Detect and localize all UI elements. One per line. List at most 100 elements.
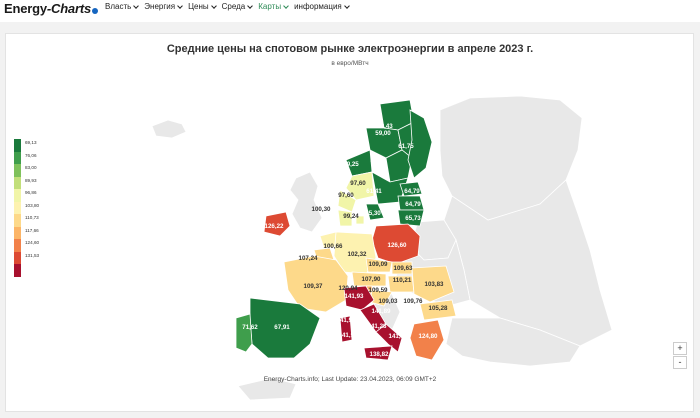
- price-label: 99,24: [343, 213, 359, 220]
- region-pt[interactable]: [235, 313, 253, 353]
- price-label: 59,00: [375, 130, 391, 137]
- legend-label: 89,93: [25, 177, 37, 183]
- nav-item-energiya[interactable]: Энергия: [141, 0, 185, 13]
- price-labels: 32,43 59,00 59,00 49,25 61,75 97,60 97,6…: [242, 123, 448, 358]
- legend-label: 96,86: [25, 190, 37, 195]
- legend-item: 103,80: [14, 201, 54, 214]
- legend-label: 76,06: [25, 152, 37, 158]
- region-lt[interactable]: [397, 209, 425, 227]
- country-morocco[interactable]: [237, 377, 297, 401]
- color-legend: 69,13 76,06 83,00 89,93 96,86 103,80 110…: [14, 139, 54, 277]
- price-label: 105,28: [429, 305, 448, 312]
- region-no1[interactable]: [345, 171, 375, 201]
- region-sk[interactable]: [391, 261, 413, 275]
- logo-dot-icon: [91, 8, 98, 14]
- zoom-out-button[interactable]: -: [673, 356, 687, 369]
- price-label: 64,79: [404, 188, 420, 195]
- price-label: 126,60: [388, 242, 407, 249]
- region-it-north[interactable]: [343, 285, 375, 311]
- region-it-sicily[interactable]: [363, 345, 393, 361]
- country-iceland[interactable]: [151, 119, 187, 139]
- nav-item-informatsiya[interactable]: информация: [291, 0, 352, 13]
- region-it-sardinia[interactable]: [339, 315, 353, 343]
- price-label: 141,93: [337, 317, 356, 324]
- price-label: 65,73: [405, 215, 421, 222]
- legend-swatch: [14, 201, 21, 214]
- price-label: 100,66: [324, 243, 343, 250]
- region-ee[interactable]: [399, 181, 423, 197]
- legend-item: 69,13: [14, 139, 54, 152]
- price-label: 109,59: [369, 287, 388, 294]
- country-turkey[interactable]: [445, 317, 581, 367]
- price-label: 109,76: [404, 298, 423, 305]
- nav-item-karty[interactable]: Карты: [255, 0, 291, 13]
- region-gr[interactable]: [409, 319, 445, 361]
- legend-swatch: [14, 164, 21, 177]
- price-label: 102,32: [348, 251, 367, 258]
- legend-swatch: [14, 214, 21, 227]
- legend-swatch: [14, 189, 21, 202]
- region-bg[interactable]: [419, 299, 457, 321]
- price-label: 97,60: [350, 180, 366, 187]
- price-label: 109,09: [369, 261, 388, 268]
- price-label: 103,83: [425, 281, 444, 288]
- price-label: 32,43: [377, 123, 393, 130]
- price-label: 109,37: [304, 283, 323, 290]
- price-label: 110,21: [393, 277, 412, 284]
- nav-item-tseny[interactable]: Цены: [185, 0, 219, 13]
- region-ie[interactable]: [263, 211, 291, 237]
- legend-item: [14, 264, 54, 277]
- price-label: 141,93: [339, 332, 358, 339]
- price-label: 59,00: [370, 157, 386, 164]
- price-label: 61,41: [366, 188, 382, 195]
- price-label: 107,90: [362, 276, 381, 283]
- price-label: 126,22: [265, 223, 284, 230]
- region-se4[interactable]: [365, 203, 385, 221]
- legend-item: 76,06: [14, 151, 54, 164]
- energy-charts-logo[interactable]: Energy-Charts: [4, 1, 98, 16]
- price-label: 67,91: [274, 324, 290, 331]
- map-subtitle: в евро/МВтч: [331, 60, 369, 67]
- map-footer-source: Energy-Charts.info; Last Update: 23.04.2…: [263, 376, 437, 383]
- price-label: 138,82: [370, 351, 389, 358]
- legend-swatch: [14, 176, 21, 189]
- legend-item: 96,86: [14, 189, 54, 202]
- nav-item-label: Среда: [221, 2, 246, 11]
- nav-item-vlast[interactable]: Власть: [102, 0, 141, 13]
- country-great-britain[interactable]: [289, 171, 323, 233]
- price-label: 120,94: [339, 285, 358, 292]
- nav-item-label: информация: [294, 2, 342, 11]
- legend-item: 110,73: [14, 214, 54, 227]
- zoom-in-button[interactable]: +: [673, 342, 687, 355]
- legend-item: 89,93: [14, 176, 54, 189]
- price-label: 141,93: [345, 293, 364, 300]
- region-se2[interactable]: [385, 149, 413, 183]
- legend-swatch: [14, 151, 21, 164]
- nav-item-sreda[interactable]: Среда: [219, 0, 256, 13]
- region-ro[interactable]: [411, 265, 455, 303]
- region-fi[interactable]: [407, 109, 433, 179]
- region-at[interactable]: [351, 271, 387, 287]
- price-label: 124,80: [419, 333, 438, 340]
- nav-item-label: Энергия: [144, 2, 176, 11]
- legend-item: 117,66: [14, 226, 54, 239]
- nav-item-label: Цены: [188, 2, 209, 11]
- nav-item-label: Карты: [258, 2, 282, 11]
- legend-label: 117,66: [25, 227, 39, 233]
- legend-label: 110,73: [25, 215, 39, 220]
- region-it-south[interactable]: [375, 323, 403, 353]
- price-label: 49,25: [343, 161, 359, 168]
- region-cz[interactable]: [365, 257, 393, 273]
- logo-energy-text: Energy: [4, 1, 47, 16]
- legend-swatch: [14, 139, 21, 152]
- legend-label: 131,53: [25, 252, 40, 258]
- region-dk2[interactable]: [355, 215, 365, 225]
- legend-label: 124,60: [25, 240, 40, 245]
- legend-label: 83,00: [25, 165, 37, 170]
- price-label: 141,89: [372, 308, 391, 315]
- price-label: 141,48: [389, 333, 408, 340]
- region-dk1[interactable]: [337, 209, 353, 227]
- top-navigation-bar: Energy-Charts Власть Энергия Цены Среда …: [0, 0, 700, 22]
- main-nav: Власть Энергия Цены Среда Карты информац…: [102, 0, 352, 13]
